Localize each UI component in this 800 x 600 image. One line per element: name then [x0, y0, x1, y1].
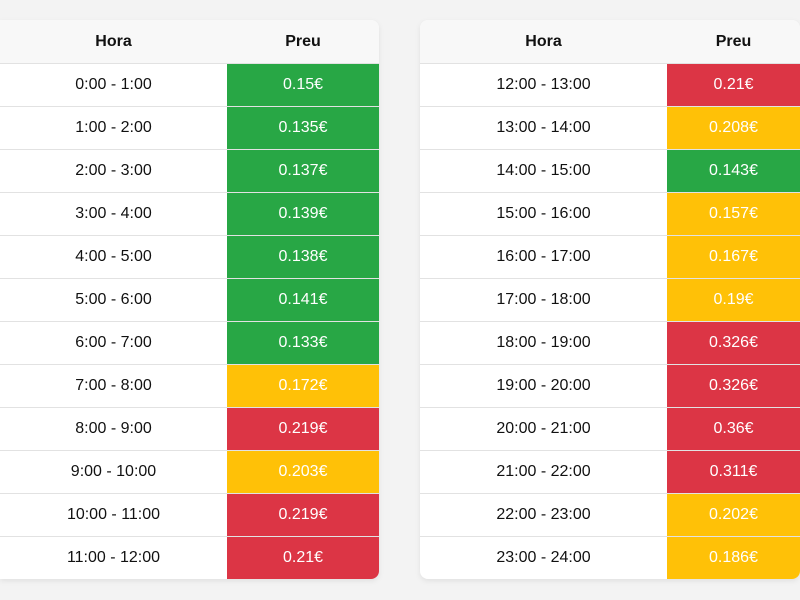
- hour-range-cell: 3:00 - 4:00: [0, 192, 227, 236]
- price-cell: 0.19€: [667, 278, 800, 322]
- table-header-row: Hora Preu: [420, 20, 800, 64]
- hour-range-cell: 2:00 - 3:00: [0, 149, 227, 193]
- table-row: 4:00 - 5:00 0.138€: [0, 235, 379, 279]
- table-row: 2:00 - 3:00 0.137€: [0, 149, 379, 193]
- price-cell: 0.219€: [227, 493, 379, 537]
- table-row: 9:00 - 10:00 0.203€: [0, 450, 379, 494]
- hour-range-cell: 0:00 - 1:00: [0, 63, 227, 107]
- hour-range-cell: 22:00 - 23:00: [420, 493, 667, 537]
- price-table: Hora Preu 0:00 - 1:00 0.15€ 1:00 - 2:00 0.1…: [0, 20, 379, 579]
- price-cell: 0.326€: [667, 321, 800, 365]
- hour-range-cell: 20:00 - 21:00: [420, 407, 667, 451]
- price-cell: 0.167€: [667, 235, 800, 279]
- hour-range-cell: 21:00 - 22:00: [420, 450, 667, 494]
- price-cell: 0.133€: [227, 321, 379, 365]
- table-row: 5:00 - 6:00 0.141€: [0, 278, 379, 322]
- table-row: 17:00 - 18:00 0.19€: [420, 278, 800, 322]
- price-cell: 0.138€: [227, 235, 379, 279]
- hour-range-cell: 16:00 - 17:00: [420, 235, 667, 279]
- table-row: 8:00 - 9:00 0.219€: [0, 407, 379, 451]
- hour-range-cell: 17:00 - 18:00: [420, 278, 667, 322]
- hour-range-cell: 8:00 - 9:00: [0, 407, 227, 451]
- hour-range-cell: 13:00 - 14:00: [420, 106, 667, 150]
- price-cell: 0.186€: [667, 536, 800, 579]
- price-cell: 0.36€: [667, 407, 800, 451]
- hour-range-cell: 12:00 - 13:00: [420, 63, 667, 107]
- hour-range-cell: 18:00 - 19:00: [420, 321, 667, 365]
- price-cell: 0.326€: [667, 364, 800, 408]
- table-row: 23:00 - 24:00 0.186€: [420, 536, 800, 579]
- table-row: 19:00 - 20:00 0.326€: [420, 364, 800, 408]
- hour-range-cell: 9:00 - 10:00: [0, 450, 227, 494]
- hour-range-cell: 1:00 - 2:00: [0, 106, 227, 150]
- table-row: 22:00 - 23:00 0.202€: [420, 493, 800, 537]
- hour-range-cell: 10:00 - 11:00: [0, 493, 227, 537]
- price-cell: 0.137€: [227, 149, 379, 193]
- hour-range-cell: 6:00 - 7:00: [0, 321, 227, 365]
- table-body: 12:00 - 13:00 0.21€ 13:00 - 14:00 0.208€ 14:…: [420, 63, 800, 579]
- price-cell: 0.139€: [227, 192, 379, 236]
- table-row: 12:00 - 13:00 0.21€: [420, 63, 800, 107]
- table-row: 15:00 - 16:00 0.157€: [420, 192, 800, 236]
- table-row: 6:00 - 7:00 0.133€: [0, 321, 379, 365]
- table-row: 7:00 - 8:00 0.172€: [0, 364, 379, 408]
- table-row: 16:00 - 17:00 0.167€: [420, 235, 800, 279]
- price-cell: 0.203€: [227, 450, 379, 494]
- column-header-preu: Preu: [667, 20, 800, 64]
- hour-range-cell: 4:00 - 5:00: [0, 235, 227, 279]
- hour-range-cell: 5:00 - 6:00: [0, 278, 227, 322]
- price-table-card-afternoon: Hora Preu 12:00 - 13:00 0.21€ 13:00 - 14:0…: [420, 20, 800, 579]
- price-cell: 0.219€: [227, 407, 379, 451]
- price-table-card-morning: Hora Preu 0:00 - 1:00 0.15€ 1:00 - 2:00 0.1…: [0, 20, 379, 579]
- table-header-row: Hora Preu: [0, 20, 379, 64]
- price-cell: 0.208€: [667, 106, 800, 150]
- price-cell: 0.157€: [667, 192, 800, 236]
- table-row: 14:00 - 15:00 0.143€: [420, 149, 800, 193]
- table-row: 20:00 - 21:00 0.36€: [420, 407, 800, 451]
- price-cell: 0.141€: [227, 278, 379, 322]
- column-header-hora: Hora: [420, 20, 667, 64]
- table-row: 11:00 - 12:00 0.21€: [0, 536, 379, 579]
- table-row: 21:00 - 22:00 0.311€: [420, 450, 800, 494]
- price-table: Hora Preu 12:00 - 13:00 0.21€ 13:00 - 14:0…: [420, 20, 800, 579]
- hour-range-cell: 19:00 - 20:00: [420, 364, 667, 408]
- table-body: 0:00 - 1:00 0.15€ 1:00 - 2:00 0.135€ 2:00 - …: [0, 63, 379, 579]
- column-header-hora: Hora: [0, 20, 227, 64]
- price-cell: 0.15€: [227, 63, 379, 107]
- hour-range-cell: 7:00 - 8:00: [0, 364, 227, 408]
- column-header-preu: Preu: [227, 20, 379, 64]
- price-cell: 0.311€: [667, 450, 800, 494]
- price-cell: 0.143€: [667, 149, 800, 193]
- table-row: 3:00 - 4:00 0.139€: [0, 192, 379, 236]
- price-cell: 0.21€: [667, 63, 800, 107]
- price-cell: 0.202€: [667, 493, 800, 537]
- hour-range-cell: 23:00 - 24:00: [496, 549, 591, 566]
- hour-range-cell: 11:00 - 12:00: [66, 549, 161, 566]
- table-row: 10:00 - 11:00 0.219€: [0, 493, 379, 537]
- table-row: 0:00 - 1:00 0.15€: [0, 63, 379, 107]
- table-row: 18:00 - 19:00 0.326€: [420, 321, 800, 365]
- hour-range-cell: 15:00 - 16:00: [420, 192, 667, 236]
- price-cell: 0.135€: [227, 106, 379, 150]
- table-row: 13:00 - 14:00 0.208€: [420, 106, 800, 150]
- price-cell: 0.172€: [227, 364, 379, 408]
- price-cell: 0.21€: [227, 536, 379, 579]
- table-row: 1:00 - 2:00 0.135€: [0, 106, 379, 150]
- hour-range-cell: 14:00 - 15:00: [420, 149, 667, 193]
